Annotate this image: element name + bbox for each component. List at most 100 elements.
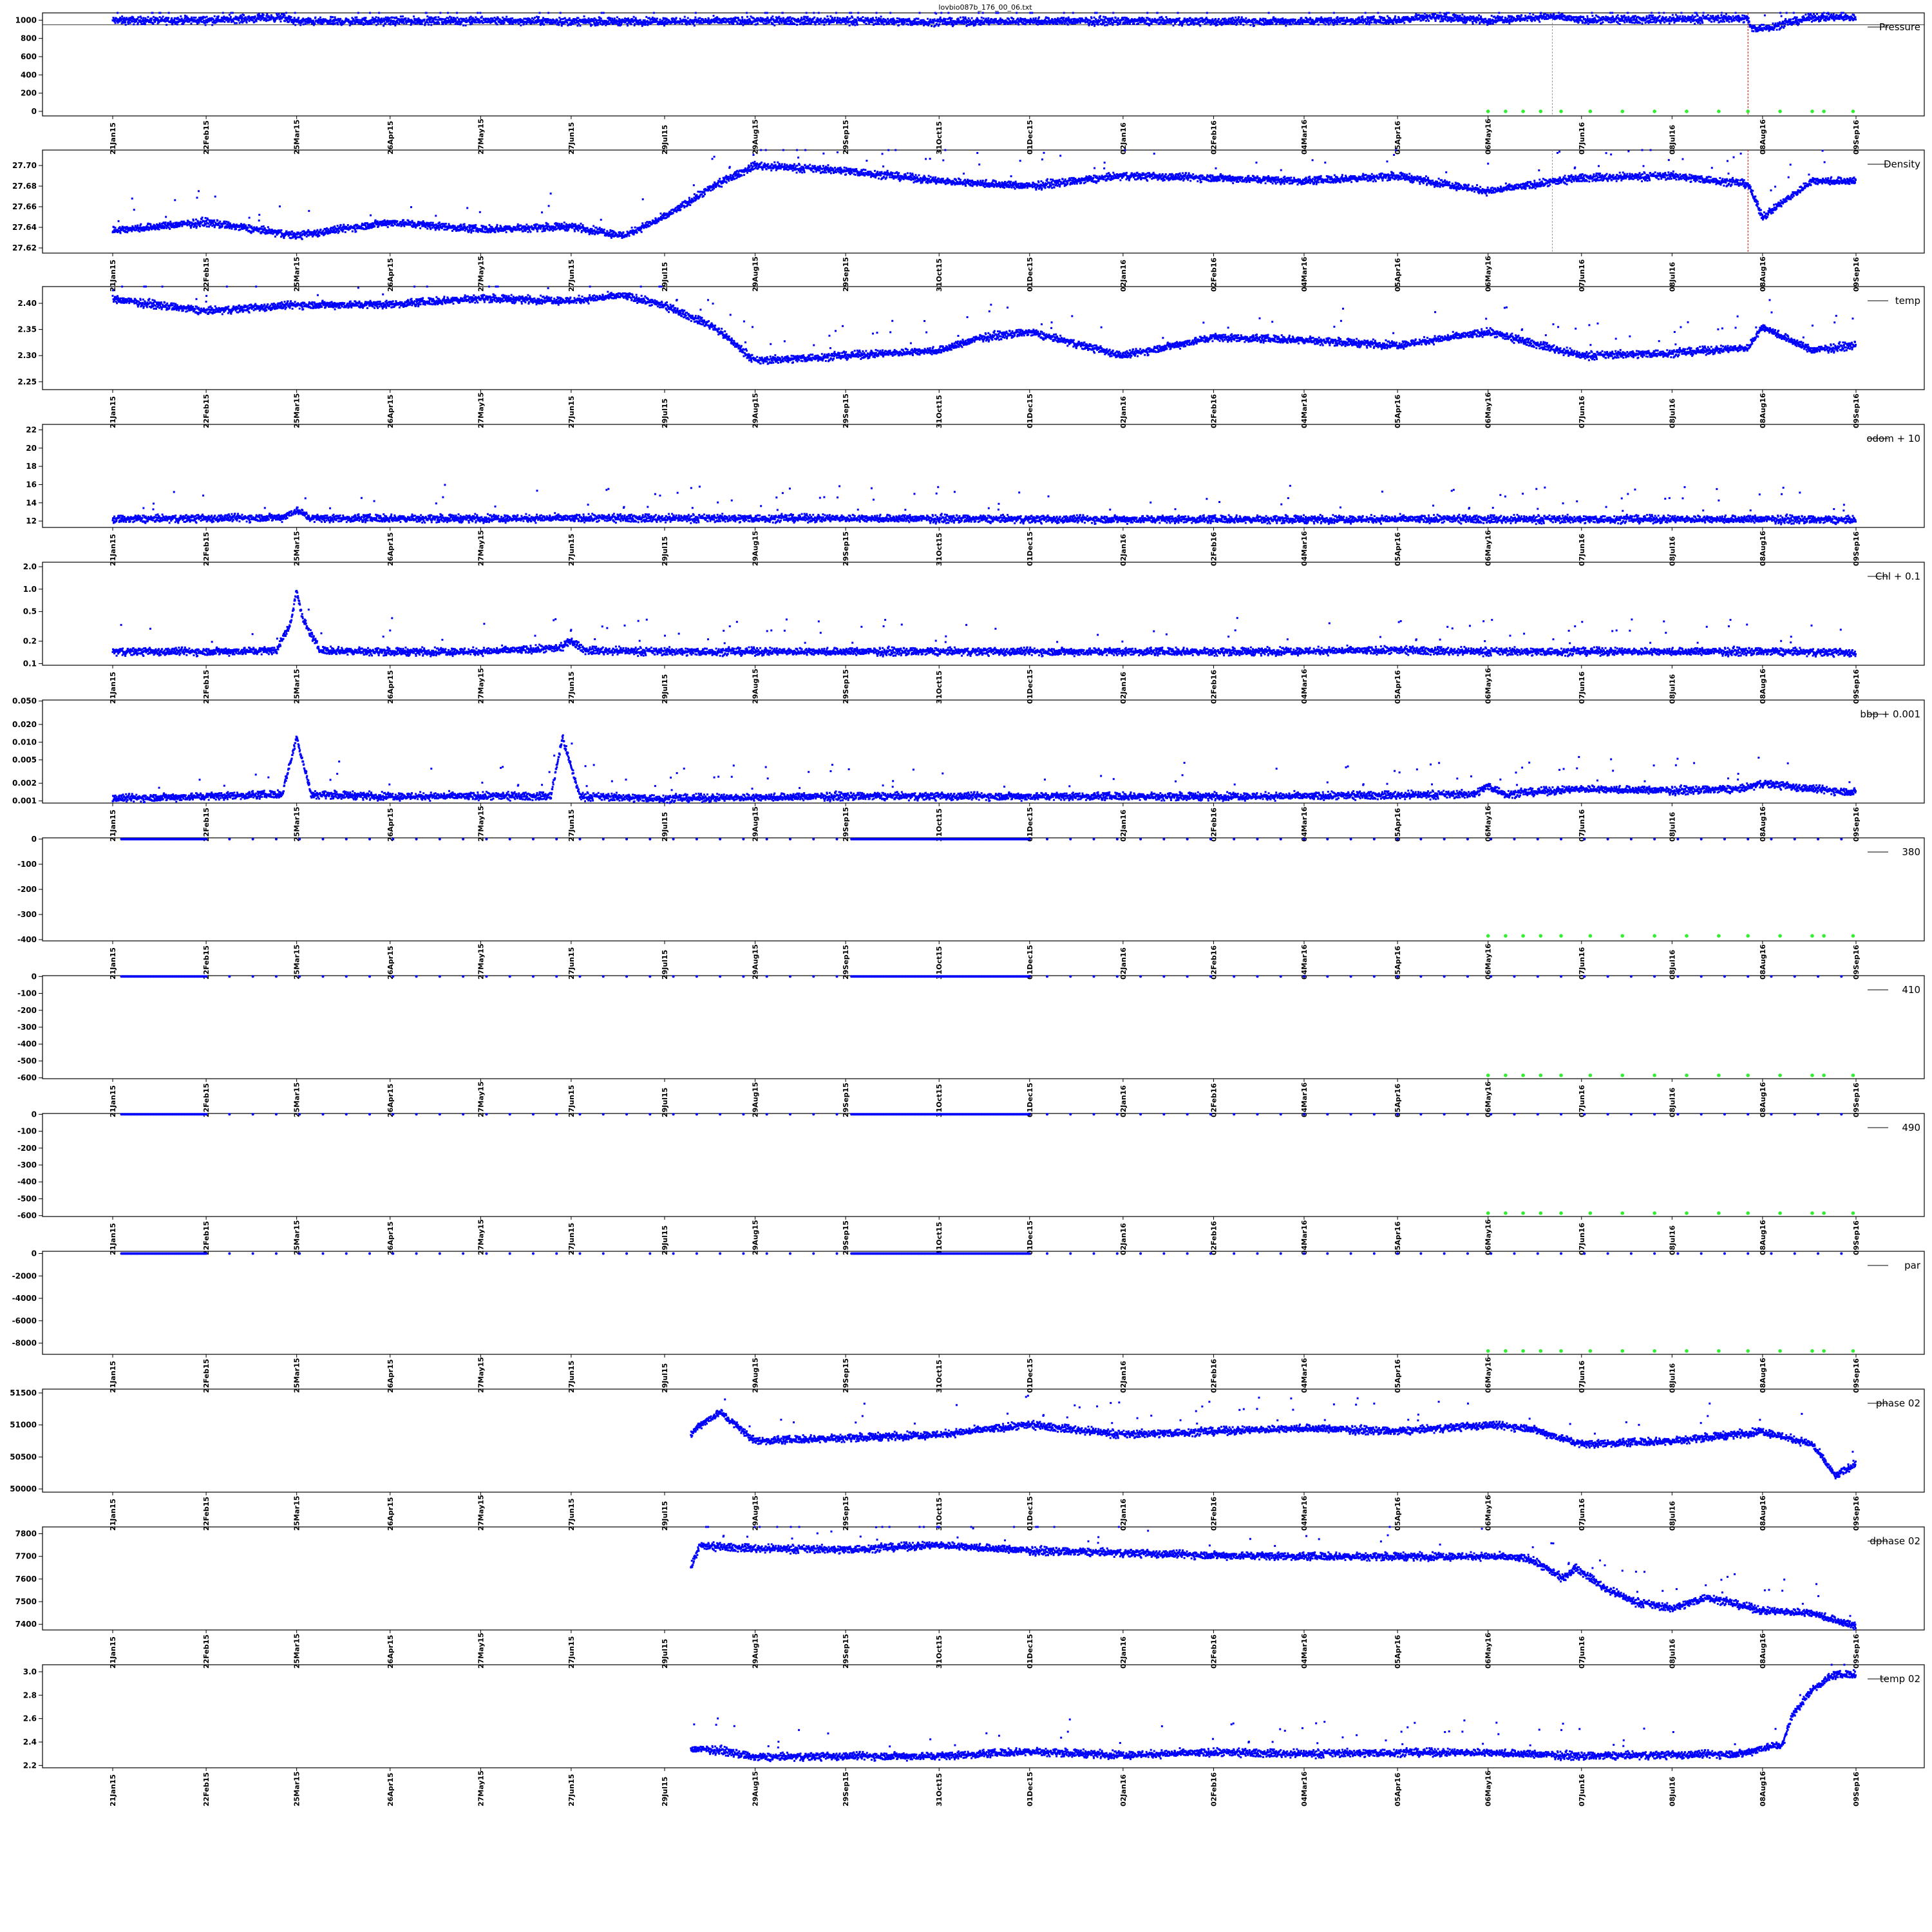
data-point bbox=[785, 21, 787, 23]
data-point bbox=[520, 24, 522, 26]
data-point bbox=[1104, 24, 1106, 26]
data-point bbox=[303, 23, 305, 25]
data-point bbox=[952, 24, 954, 26]
data-point bbox=[1231, 21, 1233, 23]
data-point bbox=[1285, 25, 1287, 27]
data-point bbox=[475, 21, 477, 23]
data-point bbox=[1133, 23, 1135, 24]
data-point bbox=[815, 24, 817, 26]
data-point bbox=[305, 23, 307, 24]
data-point bbox=[294, 12, 296, 14]
date-tick-label: 07Jun16 bbox=[1578, 122, 1586, 155]
data-point bbox=[583, 15, 585, 17]
data-point bbox=[547, 12, 549, 14]
data-point bbox=[218, 15, 220, 17]
data-point bbox=[1070, 19, 1072, 21]
data-point bbox=[576, 24, 578, 26]
data-point bbox=[940, 12, 942, 14]
data-point bbox=[951, 17, 952, 19]
y-tick-label: 200 bbox=[21, 89, 37, 98]
data-point bbox=[1032, 17, 1034, 19]
data-point bbox=[918, 12, 920, 14]
data-point bbox=[278, 14, 279, 15]
data-point bbox=[166, 17, 167, 19]
data-point bbox=[566, 22, 568, 24]
data-point bbox=[328, 23, 330, 24]
date-tick-label: 29Aug15 bbox=[752, 119, 760, 155]
data-point bbox=[1056, 23, 1058, 25]
data-point bbox=[862, 16, 864, 18]
data-point bbox=[437, 19, 439, 21]
data-point bbox=[543, 24, 545, 26]
data-point bbox=[511, 17, 513, 19]
data-point bbox=[506, 16, 507, 18]
data-point bbox=[383, 25, 384, 27]
data-point bbox=[243, 14, 245, 16]
data-point bbox=[1101, 19, 1103, 21]
data-point bbox=[1285, 19, 1287, 21]
data-point bbox=[265, 15, 267, 17]
data-point bbox=[1272, 23, 1274, 24]
data-point bbox=[857, 24, 858, 26]
data-point bbox=[497, 23, 498, 25]
data-point bbox=[479, 12, 481, 14]
data-point bbox=[1063, 12, 1065, 14]
data-point bbox=[430, 24, 432, 26]
data-point bbox=[229, 14, 231, 16]
data-point bbox=[438, 23, 440, 24]
data-point bbox=[332, 16, 334, 18]
data-point bbox=[228, 21, 230, 23]
data-point bbox=[983, 17, 985, 19]
data-point bbox=[767, 17, 769, 19]
y-tick-label: 800 bbox=[21, 34, 37, 43]
data-point bbox=[757, 23, 759, 24]
data-point bbox=[1218, 18, 1220, 20]
data-point bbox=[1300, 17, 1302, 19]
data-point bbox=[365, 17, 366, 19]
data-point bbox=[614, 17, 616, 19]
data-point bbox=[933, 22, 934, 24]
data-point bbox=[978, 12, 980, 14]
data-point bbox=[845, 23, 847, 24]
data-point bbox=[997, 12, 999, 14]
data-point bbox=[482, 22, 484, 24]
data-point bbox=[121, 15, 123, 17]
data-point bbox=[742, 24, 744, 26]
data-point bbox=[656, 17, 658, 19]
data-point bbox=[971, 17, 973, 19]
data-point bbox=[789, 16, 791, 18]
data-point bbox=[780, 17, 782, 19]
data-point bbox=[1094, 23, 1096, 25]
data-point bbox=[893, 24, 895, 26]
data-point bbox=[627, 24, 629, 26]
data-point bbox=[144, 23, 146, 25]
data-point bbox=[1029, 12, 1031, 14]
data-point bbox=[403, 23, 405, 24]
data-point bbox=[679, 18, 681, 20]
data-point bbox=[778, 16, 780, 18]
data-point bbox=[1112, 17, 1113, 19]
data-point bbox=[732, 23, 734, 24]
data-point bbox=[867, 17, 869, 19]
data-point bbox=[402, 15, 404, 17]
data-point bbox=[569, 17, 571, 19]
data-point bbox=[579, 24, 581, 26]
data-point bbox=[1217, 24, 1218, 26]
data-point bbox=[314, 17, 316, 19]
data-point bbox=[851, 17, 853, 19]
data-point bbox=[927, 18, 929, 20]
data-point bbox=[849, 17, 851, 19]
data-point bbox=[205, 24, 207, 26]
data-point bbox=[361, 21, 363, 23]
data-point bbox=[294, 17, 296, 19]
data-point bbox=[462, 24, 464, 26]
data-point bbox=[980, 24, 981, 26]
data-point bbox=[764, 12, 766, 14]
data-point bbox=[138, 16, 140, 18]
data-point bbox=[960, 17, 961, 19]
data-point bbox=[383, 21, 385, 23]
date-tick-label: 09Sep16 bbox=[1852, 120, 1861, 155]
data-point bbox=[1031, 12, 1033, 14]
data-point bbox=[968, 17, 970, 19]
data-point bbox=[413, 15, 415, 17]
